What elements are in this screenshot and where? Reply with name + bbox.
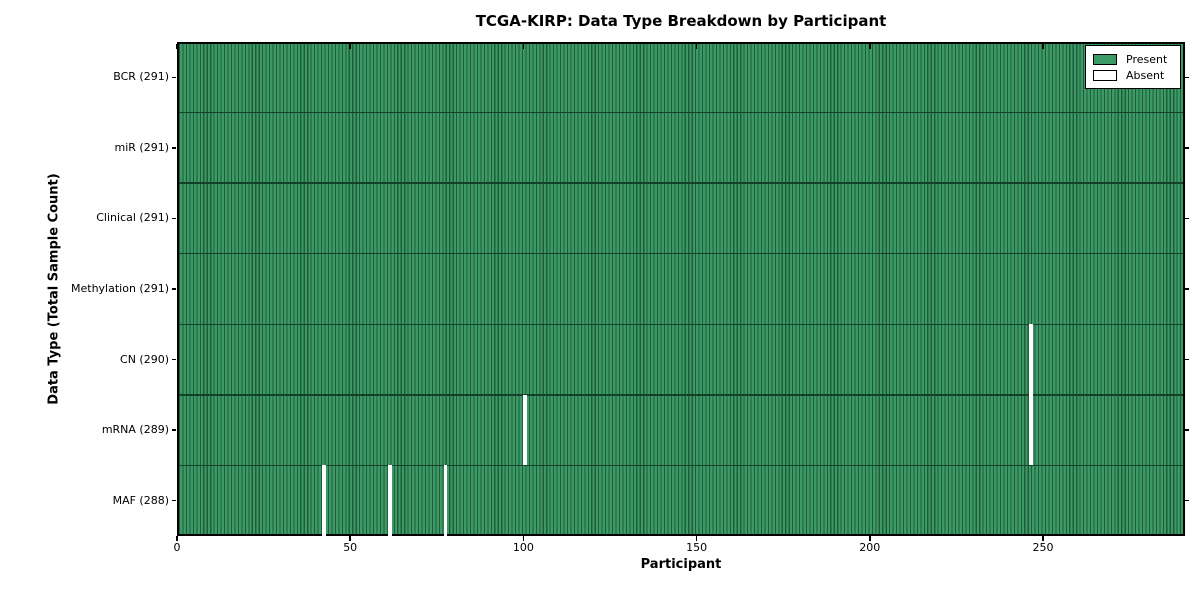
y-tick-label: BCR (291) bbox=[113, 70, 169, 84]
y-tick-mark bbox=[172, 76, 176, 79]
y-tick-mark bbox=[172, 288, 176, 290]
row-divider bbox=[179, 182, 1183, 184]
x-tick-label: 100 bbox=[512, 541, 534, 554]
y-tick-mark bbox=[172, 429, 176, 431]
x-tick-mark bbox=[349, 536, 351, 541]
row-divider bbox=[179, 464, 1183, 467]
x-tick-label: 150 bbox=[686, 541, 708, 554]
y-tick-mark bbox=[1185, 217, 1189, 220]
x-tick-label: 200 bbox=[859, 541, 881, 554]
x-tick-mark bbox=[869, 536, 871, 541]
x-tick-mark bbox=[869, 44, 871, 49]
y-tick-label: mRNA (289) bbox=[101, 423, 169, 437]
y-tick-mark bbox=[1185, 499, 1189, 502]
row-divider bbox=[179, 111, 1183, 114]
x-axis-label: Participant bbox=[640, 557, 722, 572]
y-tick-label: miR (291) bbox=[114, 140, 170, 154]
x-tick-mark bbox=[176, 536, 178, 541]
y-tick-mark bbox=[172, 217, 176, 220]
plot-area bbox=[177, 42, 1185, 536]
y-tick-mark bbox=[1185, 288, 1189, 290]
y-tick-label: MAF (288) bbox=[112, 493, 169, 507]
absent-cell bbox=[443, 465, 448, 536]
y-tick-label: Methylation (291) bbox=[71, 282, 169, 295]
absent-cell bbox=[322, 465, 326, 536]
row-divider bbox=[179, 323, 1183, 326]
absent-cell bbox=[1029, 394, 1033, 466]
x-tick-mark bbox=[1042, 44, 1044, 49]
x-tick-label: 250 bbox=[1032, 541, 1054, 554]
row-divider bbox=[179, 252, 1183, 255]
x-tick-mark bbox=[522, 536, 525, 541]
y-tick-mark bbox=[172, 358, 176, 361]
absent-cell bbox=[523, 394, 527, 466]
y-tick-mark bbox=[172, 499, 176, 502]
y-tick-mark bbox=[1185, 76, 1189, 79]
legend-swatch-absent-icon bbox=[1093, 69, 1117, 81]
x-tick-label: 50 bbox=[343, 541, 358, 554]
y-tick-mark bbox=[172, 147, 176, 149]
x-tick-mark bbox=[695, 536, 698, 541]
y-tick-label: Clinical (291) bbox=[96, 211, 169, 225]
x-tick-mark bbox=[349, 44, 351, 49]
x-tick-mark bbox=[695, 44, 698, 49]
legend-label-present: Present bbox=[1126, 52, 1168, 66]
chart-title: TCGA-KIRP: Data Type Breakdown by Partic… bbox=[475, 12, 887, 30]
x-tick-mark bbox=[522, 44, 525, 49]
x-tick-label: 0 bbox=[173, 541, 181, 554]
legend-swatch-present-icon bbox=[1093, 53, 1117, 65]
absent-cell bbox=[1029, 324, 1033, 395]
legend-label-absent: Absent bbox=[1126, 68, 1165, 82]
legend-item-absent: Absent bbox=[1093, 68, 1173, 82]
x-tick-mark bbox=[1042, 536, 1044, 541]
y-tick-label: CN (290) bbox=[120, 352, 169, 366]
y-tick-mark bbox=[1185, 429, 1189, 431]
y-tick-mark bbox=[1185, 358, 1189, 361]
absent-cell bbox=[388, 465, 392, 536]
legend: Present Absent bbox=[1085, 45, 1181, 89]
y-tick-mark bbox=[1185, 147, 1189, 149]
row-divider bbox=[179, 394, 1183, 396]
legend-item-present: Present bbox=[1093, 52, 1173, 66]
x-tick-mark bbox=[176, 44, 178, 49]
